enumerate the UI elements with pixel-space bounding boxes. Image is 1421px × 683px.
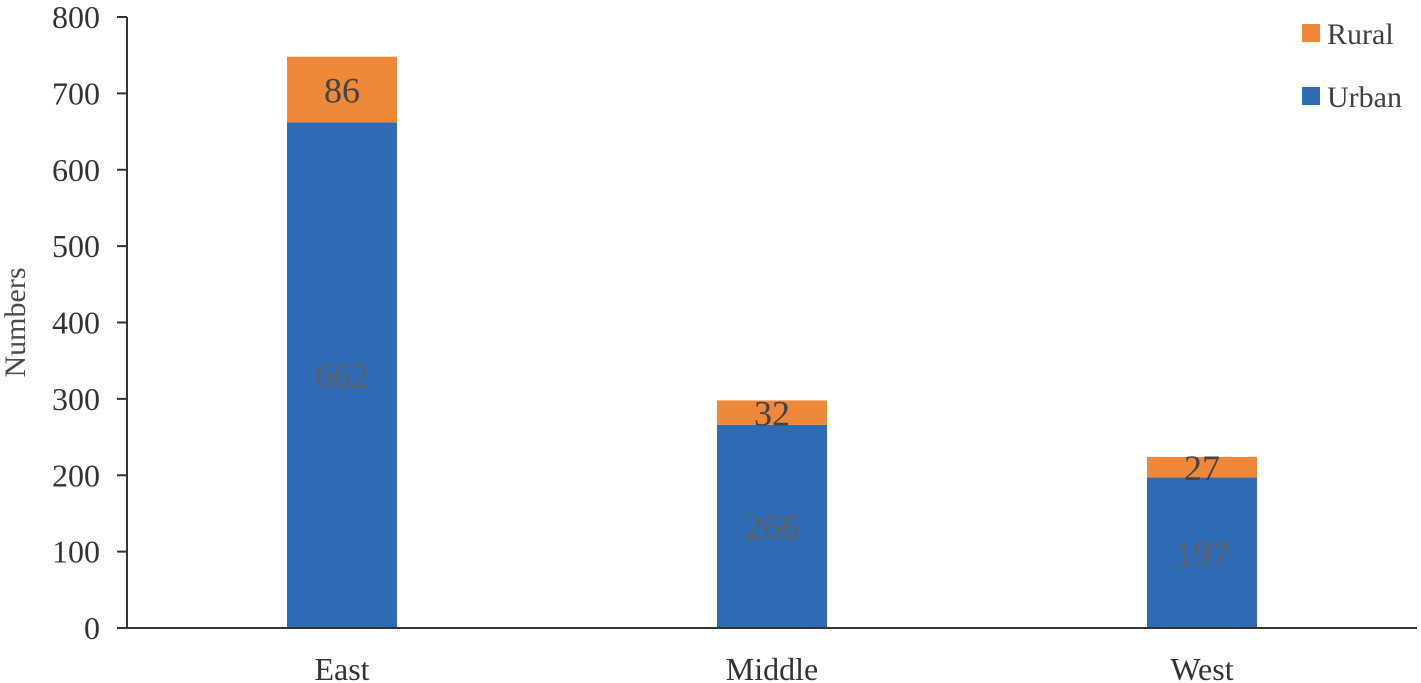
x-tick-label: East [314, 651, 369, 683]
legend: Rural Urban [1302, 18, 1402, 114]
legend-label-rural: Rural [1327, 18, 1394, 51]
y-tick-label: 100 [52, 534, 100, 570]
data-label-urban-west: 197 [1175, 534, 1229, 574]
x-axis-tick-labels: East Middle West [314, 651, 1233, 683]
y-tick-label: 300 [52, 381, 100, 417]
x-tick-label: Middle [726, 651, 818, 683]
legend-swatch-urban [1302, 87, 1320, 105]
y-tick-label: 600 [52, 152, 100, 188]
legend-label-urban: Urban [1327, 81, 1402, 114]
bar-urban-middle [717, 424, 827, 628]
bar-urban-west [1147, 477, 1257, 628]
data-label-rural-east: 86 [324, 71, 360, 111]
y-tick-label: 0 [84, 610, 100, 646]
bars [287, 56, 1257, 629]
bar-rural-west [1147, 456, 1257, 478]
bar-rural-east [287, 56, 397, 123]
data-label-rural-middle: 32 [754, 394, 790, 434]
y-axis-ticks: 0 100 200 300 400 500 600 700 800 [52, 0, 127, 646]
y-tick-label: 400 [52, 305, 100, 341]
x-tick-label: West [1170, 651, 1233, 683]
y-tick-label: 700 [52, 75, 100, 111]
data-label-rural-west: 27 [1184, 448, 1220, 488]
data-label-urban-middle: 266 [745, 507, 799, 547]
bar-urban-east [287, 122, 397, 629]
data-label-urban-east: 662 [315, 356, 369, 396]
data-labels: 662 86 266 32 197 27 [315, 71, 1229, 574]
bar-rural-middle [717, 400, 827, 425]
y-tick-label: 200 [52, 457, 100, 493]
y-axis-title: Numbers [0, 268, 32, 378]
legend-swatch-rural [1302, 24, 1320, 42]
y-tick-label: 800 [52, 0, 100, 35]
y-tick-label: 500 [52, 228, 100, 264]
